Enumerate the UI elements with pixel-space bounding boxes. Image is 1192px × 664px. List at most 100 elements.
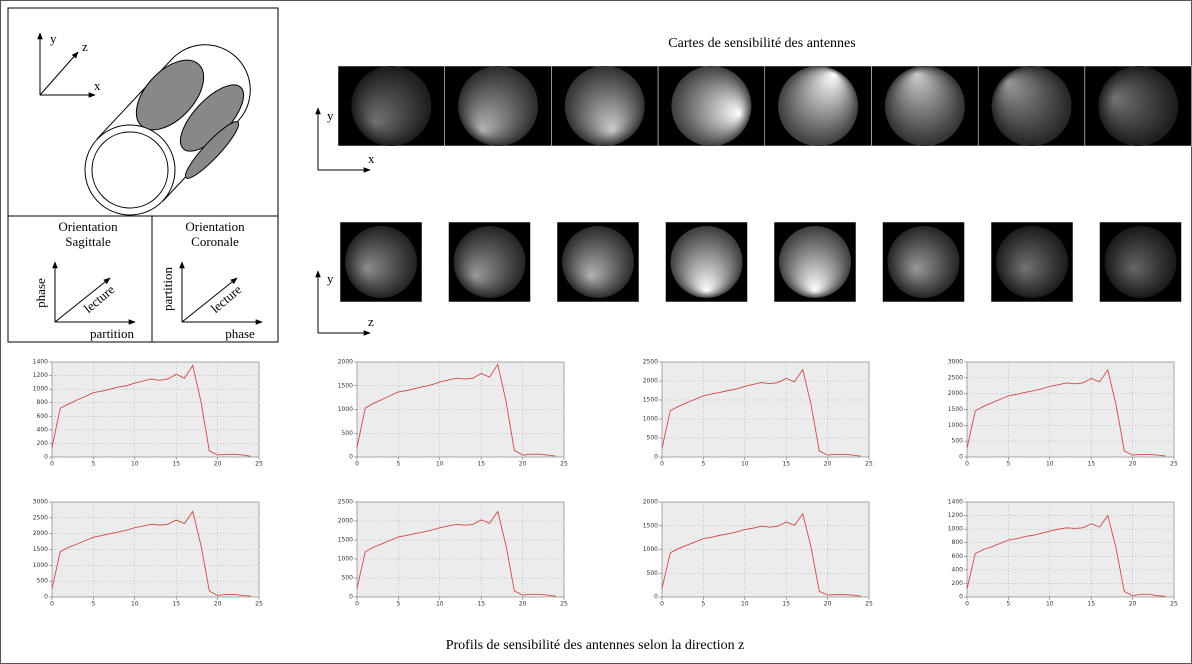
profile-line	[966, 514, 1166, 597]
y-tick-label: 1400	[948, 499, 963, 506]
x-tick-label: 25	[865, 461, 873, 468]
plot-area	[51, 361, 260, 458]
y-tick-label: 1000	[948, 526, 963, 533]
y-tick-label: 0	[654, 594, 658, 601]
y-tick-label: 1000	[33, 562, 48, 569]
plot-area	[51, 501, 260, 598]
axis-label: y	[327, 271, 334, 286]
y-tick-label: 1400	[33, 359, 48, 366]
y-tick-label: 1000	[33, 386, 48, 393]
axis-label: y	[50, 31, 57, 46]
map-disc	[670, 226, 743, 298]
y-tick-label: 2000	[33, 530, 48, 537]
y-tick-label: 1200	[33, 372, 48, 379]
map-disc	[991, 66, 1072, 146]
y-tick-label: 600	[952, 553, 964, 560]
x-tick-label: 0	[965, 461, 969, 468]
x-tick-label: 5	[91, 601, 95, 608]
y-tick-label: 2500	[643, 359, 658, 366]
x-tick-label: 0	[660, 461, 664, 468]
x-tick-label: 20	[824, 461, 832, 468]
y-tick-label: 500	[647, 435, 659, 442]
axis-label: x	[94, 78, 101, 93]
y-tick-label: 0	[44, 454, 48, 461]
y-tick-label: 0	[959, 594, 963, 601]
x-tick-label: 25	[560, 461, 568, 468]
x-tick-label: 25	[865, 601, 873, 608]
axis-label: phase	[33, 278, 48, 308]
axis-label: phase	[225, 326, 255, 341]
plot-area	[661, 501, 870, 598]
y-tick-label: 0	[654, 454, 658, 461]
y-tick-label: 400	[37, 426, 49, 433]
y-tick-label: 1500	[643, 397, 658, 404]
map-disc	[564, 66, 645, 146]
x-tick-label: 25	[255, 601, 263, 608]
x-tick-label: 10	[1046, 601, 1054, 608]
y-tick-label: 3000	[33, 499, 48, 506]
y-tick-label: 1500	[643, 522, 658, 529]
map-disc	[779, 226, 851, 298]
profile-line	[966, 368, 1166, 457]
plot-area	[661, 361, 870, 458]
x-tick-label: 15	[172, 461, 180, 468]
x-tick-label: 10	[436, 601, 444, 608]
x-tick-label: 10	[436, 461, 444, 468]
x-tick-label: 20	[824, 601, 832, 608]
y-tick-label: 500	[647, 570, 659, 577]
y-tick-label: 2000	[643, 499, 658, 506]
x-tick-label: 5	[701, 461, 705, 468]
y-tick-label: 500	[342, 430, 354, 437]
profile-line	[661, 368, 861, 457]
y-tick-label: 2500	[33, 514, 48, 521]
plot-area	[356, 501, 565, 598]
profile-line	[356, 510, 556, 597]
axis-label: partition	[90, 326, 135, 341]
y-tick-label: 500	[952, 438, 964, 445]
orientation-title: Orientation	[185, 219, 245, 234]
profile-line	[356, 363, 556, 457]
y-tick-label: 0	[959, 454, 963, 461]
orientation-title: Orientation	[58, 219, 118, 234]
x-tick-label: 15	[172, 601, 180, 608]
plot-area	[356, 361, 565, 458]
y-tick-label: 1500	[948, 406, 963, 413]
y-tick-label: 3000	[948, 359, 963, 366]
x-tick-label: 5	[396, 461, 400, 468]
y-tick-label: 500	[342, 575, 354, 582]
x-tick-label: 15	[477, 461, 485, 468]
y-tick-label: 800	[37, 399, 49, 406]
axis-label: x	[368, 151, 375, 166]
x-tick-label: 15	[1087, 601, 1095, 608]
x-tick-label: 20	[1129, 601, 1137, 608]
y-tick-label: 500	[37, 578, 49, 585]
x-tick-label: 10	[131, 461, 139, 468]
x-tick-label: 0	[50, 461, 54, 468]
map-disc	[996, 226, 1068, 298]
maps-title: Cartes de sensibilité des antennes	[668, 36, 855, 51]
x-tick-label: 5	[1006, 601, 1010, 608]
x-tick-label: 15	[477, 601, 485, 608]
map-disc	[778, 66, 859, 146]
diagram	[7, 7, 371, 343]
x-tick-label: 20	[214, 601, 222, 608]
y-tick-label: 200	[952, 580, 964, 587]
y-tick-label: 200	[37, 440, 49, 447]
y-tick-label: 600	[37, 413, 49, 420]
orientation-title: Coronale	[191, 234, 239, 249]
y-tick-label: 2500	[948, 374, 963, 381]
y-tick-label: 0	[349, 454, 353, 461]
axis-label: z	[82, 39, 88, 54]
y-tick-label: 1000	[948, 422, 963, 429]
x-tick-label: 25	[1170, 601, 1178, 608]
map-disc	[458, 66, 539, 146]
map-disc	[884, 66, 965, 146]
y-tick-label: 1000	[643, 416, 658, 423]
x-tick-label: 25	[560, 601, 568, 608]
map-disc	[1104, 226, 1177, 298]
map-disc	[351, 66, 432, 146]
plot-area	[966, 361, 1175, 458]
x-tick-label: 5	[396, 601, 400, 608]
x-tick-label: 20	[1129, 461, 1137, 468]
